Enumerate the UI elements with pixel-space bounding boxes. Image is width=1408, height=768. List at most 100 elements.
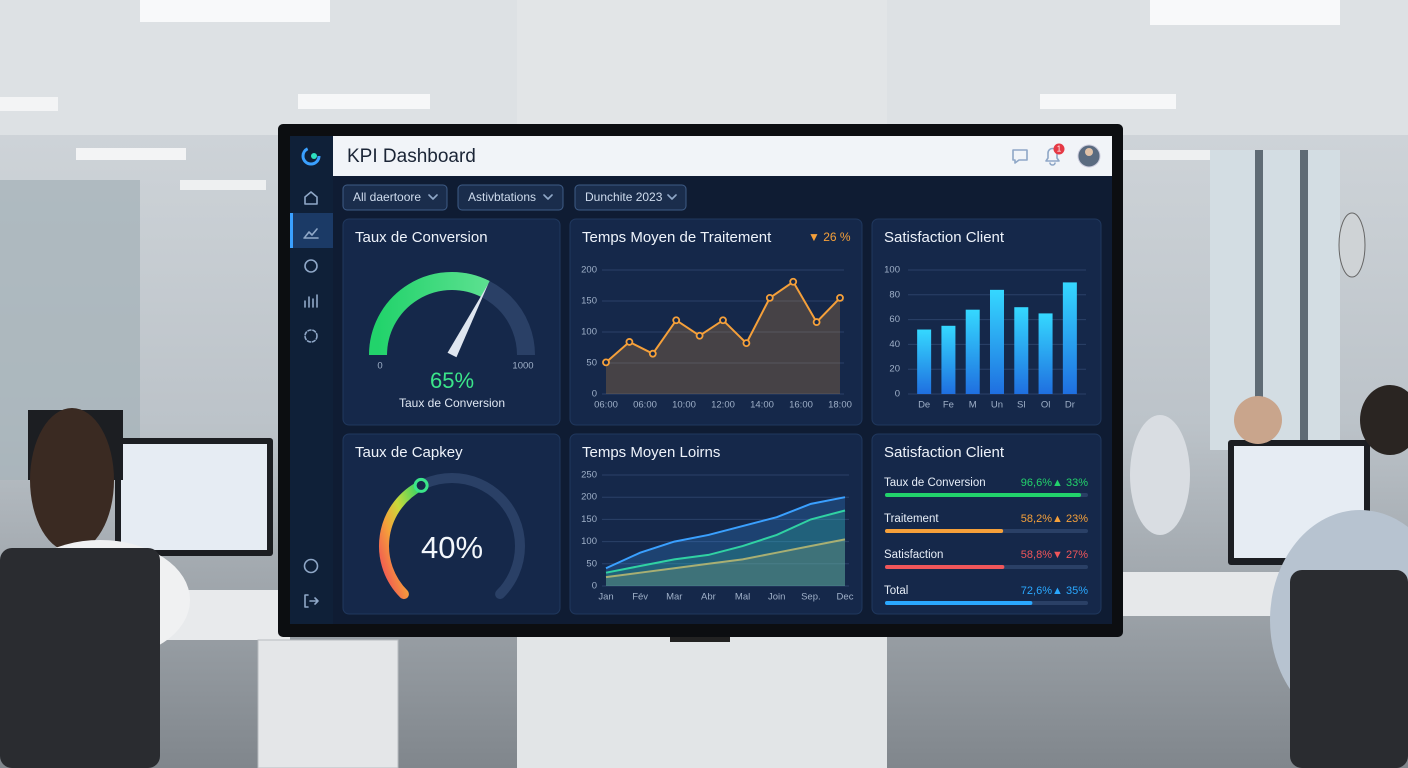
nav-logout[interactable]: [304, 594, 319, 608]
row-change: ▲ 33%: [1052, 477, 1088, 489]
gauge-max-label: 1000: [512, 361, 533, 372]
nav-settings[interactable]: [304, 329, 318, 343]
area: [606, 497, 845, 586]
ceiling-light: [1040, 94, 1176, 109]
bar: [941, 325, 956, 394]
bar: [990, 289, 1004, 394]
area: [606, 281, 840, 394]
x-tick-label: M: [969, 400, 977, 411]
y-tick-label: 50: [586, 358, 597, 369]
window-frame: [1255, 150, 1263, 450]
line: [605, 509, 846, 574]
filter-pill[interactable]: [342, 184, 448, 211]
logo: [311, 153, 317, 159]
area: [606, 510, 845, 586]
progress-fill: [885, 493, 1082, 497]
y-tick-label: 80: [889, 289, 900, 300]
notification-badge: [1053, 143, 1065, 155]
point: [789, 277, 798, 286]
top-bar: [333, 136, 1112, 176]
bar: [1014, 307, 1029, 394]
wall-clock: [1338, 212, 1366, 278]
window: [1210, 150, 1340, 450]
line: [605, 496, 846, 570]
y-tick-label: 200: [581, 492, 597, 503]
x-tick-label: Fév: [632, 592, 648, 603]
progress-fill: [885, 565, 1005, 569]
point: [602, 358, 610, 367]
point: [695, 331, 704, 340]
filter-pill[interactable]: [574, 184, 687, 211]
window-frame: [1300, 150, 1308, 450]
sidebar-active-marker: [290, 213, 293, 248]
bar: [1062, 282, 1077, 394]
y-tick-label: 20: [889, 364, 900, 375]
row-label: Traitement: [884, 513, 939, 525]
point: [648, 349, 657, 358]
row-value: 58,2%: [1021, 513, 1052, 525]
x-tick-label: 06:00: [594, 400, 618, 411]
x-tick-label: De: [918, 400, 930, 411]
logo: [301, 146, 321, 166]
office-chair: [1290, 570, 1408, 768]
trend-badge: ▼ 26 %: [808, 230, 851, 244]
messages-icon[interactable]: [1012, 149, 1028, 164]
x-tick-label: Mal: [735, 592, 750, 603]
x-tick-label: 18:00: [828, 400, 852, 411]
nav-home[interactable]: [304, 191, 318, 205]
gauge-fill: [379, 480, 427, 600]
nav-help[interactable]: [303, 558, 319, 574]
y-tick-label: 150: [581, 296, 597, 307]
notification-count: 1: [1057, 145, 1062, 154]
panel-title: Temps Moyen de Traitement: [582, 229, 772, 246]
ceiling-light: [180, 180, 266, 190]
y-tick-label: 200: [581, 265, 597, 276]
point: [765, 293, 774, 302]
line: [605, 538, 846, 579]
row-value: 72,6%: [1021, 585, 1052, 597]
x-tick-label: Mar: [666, 592, 682, 603]
panel-title: Temps Moyen Loirns: [582, 444, 720, 461]
x-tick-label: Un: [991, 400, 1003, 411]
filter-chevrons: [428, 194, 677, 200]
office-monitor-screen: [121, 444, 267, 550]
x-tick-label: Ol: [1041, 400, 1051, 411]
gauge-value-label: 65%: [430, 368, 474, 393]
row-label: Taux de Conversion: [884, 477, 986, 489]
x-tick-label: Join: [768, 592, 785, 603]
point: [719, 316, 727, 325]
row-label: Satisfaction: [884, 549, 943, 561]
y-tick-label: 60: [889, 314, 900, 325]
notifications-icon[interactable]: [1045, 147, 1060, 166]
bar: [1038, 313, 1053, 394]
person-body: [1130, 415, 1190, 535]
ceiling-light: [0, 97, 58, 111]
nav-analytics[interactable]: [303, 228, 319, 239]
monitor-mount: [670, 636, 730, 642]
panel-title: Taux de Conversion: [355, 229, 488, 246]
x-tick-label: 10:00: [672, 400, 696, 411]
ceiling-light: [76, 148, 186, 160]
bar: [965, 309, 980, 394]
row-value: 58,8%: [1021, 549, 1052, 561]
dashboard-title: KPI Dashboard: [347, 146, 476, 167]
nav-charts[interactable]: [304, 294, 318, 308]
nav-reports[interactable]: [304, 259, 318, 273]
filter-pill[interactable]: [457, 184, 564, 211]
filter-label: Dunchite 2023: [585, 190, 663, 204]
progress-fill: [885, 601, 1033, 605]
row-change: ▲ 23%: [1052, 513, 1088, 525]
gauge-knob: [413, 477, 429, 493]
sidebar: [290, 136, 333, 624]
x-tick-label: Sep.: [801, 592, 821, 603]
filter-label: All daertoore: [353, 190, 421, 204]
x-tick-label: 14:00: [750, 400, 774, 411]
gauge-needle: [447, 283, 489, 358]
ceiling-light: [1120, 150, 1210, 160]
x-tick-label: Abr: [701, 592, 716, 603]
panel-title: Taux de Capkey: [355, 444, 463, 461]
person-hair: [30, 408, 114, 552]
panel-title: Satisfaction Client: [884, 229, 1005, 246]
gauge-min-label: 0: [377, 361, 382, 372]
x-tick-label: Fe: [943, 400, 954, 411]
